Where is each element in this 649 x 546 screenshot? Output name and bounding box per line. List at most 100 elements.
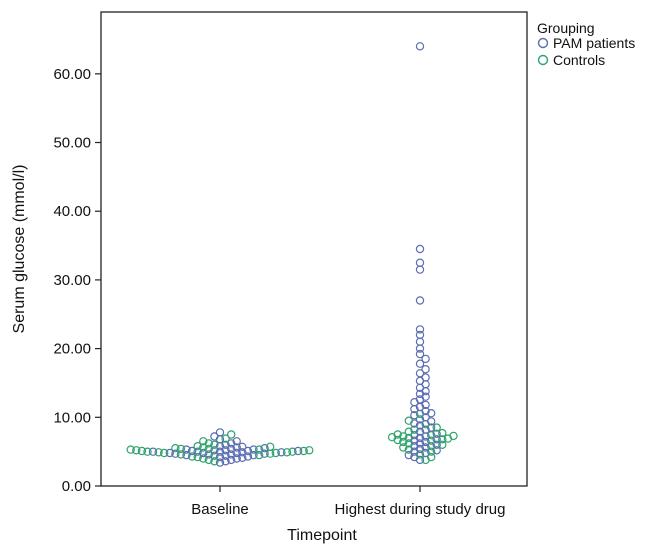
- pam-patient-point: [260, 449, 269, 458]
- pam-patient-point: [410, 411, 419, 420]
- pam-patient-point: [260, 444, 269, 453]
- control-point: [132, 446, 141, 455]
- legend-label: Controls: [553, 52, 605, 68]
- pam-patient-point: [232, 454, 241, 463]
- control-point: [427, 452, 436, 462]
- plot-frame: [100, 11, 528, 487]
- pam-patient-point: [421, 437, 430, 447]
- control-point: [427, 436, 436, 445]
- control-point: [210, 457, 219, 466]
- pam-patient-point: [187, 446, 197, 456]
- control-point: [187, 452, 197, 461]
- y-tick-label: 20.00: [53, 341, 91, 358]
- pam-patient-point: [421, 354, 430, 364]
- control-point: [432, 423, 441, 432]
- control-point: [438, 435, 447, 444]
- legend-marker: [537, 37, 549, 49]
- control-point: [126, 445, 135, 454]
- pam-patient-point: [415, 258, 425, 267]
- pam-patient-point: [432, 429, 441, 438]
- pam-patient-point: [415, 265, 425, 274]
- pam-patient-point: [182, 445, 191, 454]
- control-point: [299, 446, 308, 456]
- y-axis: 0.00 10.00 20.00 30.00 40.00 50.00 60.00: [53, 66, 101, 495]
- pam-patient-point: [232, 448, 241, 458]
- pam-patient-point: [427, 409, 436, 418]
- pam-patient-point: [238, 453, 247, 462]
- control-point: [254, 445, 264, 454]
- legend-label: PAM patients: [553, 35, 635, 51]
- pam-patient-point: [249, 450, 258, 460]
- pam-patient-point: [193, 447, 202, 456]
- pam-patient-point: [415, 359, 425, 368]
- pam-patient-point: [238, 448, 247, 457]
- y-axis-label: Serum glucose (mmol/l): [11, 165, 28, 334]
- control-point: [210, 440, 219, 449]
- control-point: [438, 440, 447, 449]
- control-point: [199, 437, 208, 446]
- control-point: [193, 442, 202, 451]
- control-point: [159, 448, 169, 458]
- pam-patient-point: [215, 458, 225, 467]
- control-point: [210, 451, 219, 460]
- pam-patient-point: [226, 439, 236, 448]
- control-point: [204, 444, 213, 454]
- pam-patient-point: [199, 448, 208, 458]
- control-point: [254, 450, 264, 460]
- pam-patient-point: [421, 400, 430, 410]
- control-point: [427, 447, 436, 456]
- pam-patient-point: [249, 445, 258, 454]
- pam-patient-point: [415, 427, 425, 436]
- pam-patient-point: [415, 244, 425, 254]
- control-point: [410, 425, 419, 434]
- pam-patient-point: [421, 373, 430, 382]
- control-point: [193, 452, 202, 462]
- pam-patient-point: [226, 455, 236, 465]
- y-tick-label: 40.00: [53, 203, 91, 220]
- pam-patient-point: [215, 447, 225, 456]
- control-point: [226, 430, 236, 439]
- pam-patient-point: [210, 432, 219, 441]
- data-layer: [126, 42, 458, 467]
- pam-patient-point: [421, 365, 430, 374]
- pam-patient-point: [415, 325, 425, 334]
- control-point: [154, 448, 163, 457]
- pam-patient-point: [215, 452, 225, 462]
- pam-patient-point: [148, 447, 158, 456]
- control-point: [393, 430, 402, 439]
- pam-patient-point: [415, 369, 425, 378]
- x-axis: Baseline Highest during study drug: [191, 486, 505, 518]
- pam-patient-point: [432, 440, 441, 449]
- y-tick-label: 30.00: [53, 272, 91, 289]
- control-point: [204, 455, 213, 465]
- y-tick-label: 10.00: [53, 409, 91, 426]
- pam-patient-point: [221, 446, 230, 455]
- pam-patient-point: [415, 330, 425, 340]
- pam-patient-point: [210, 446, 219, 455]
- pam-patient-point: [421, 406, 430, 416]
- control-point: [399, 443, 408, 452]
- control-point: [449, 431, 458, 441]
- control-point: [404, 427, 413, 436]
- pam-patient-point: [238, 442, 247, 451]
- pam-patient-point: [415, 421, 425, 430]
- control-point: [176, 444, 186, 454]
- pam-patient-point: [432, 446, 441, 455]
- pam-patient-point: [204, 450, 213, 459]
- pam-patient-point: [415, 344, 425, 353]
- pam-patient-point: [165, 448, 174, 458]
- pam-patient-point: [293, 446, 303, 456]
- control-point: [282, 448, 292, 457]
- control-point: [199, 443, 208, 452]
- control-point: [399, 432, 408, 441]
- y-tick-label: 0.00: [62, 478, 91, 495]
- control-point: [204, 439, 213, 448]
- pam-patient-point: [415, 42, 425, 51]
- control-point: [199, 454, 208, 463]
- pam-patient-point: [171, 449, 180, 458]
- control-point: [171, 444, 180, 453]
- pam-patient-point: [226, 444, 236, 454]
- pam-patient-point: [243, 446, 253, 456]
- control-point: [271, 448, 280, 458]
